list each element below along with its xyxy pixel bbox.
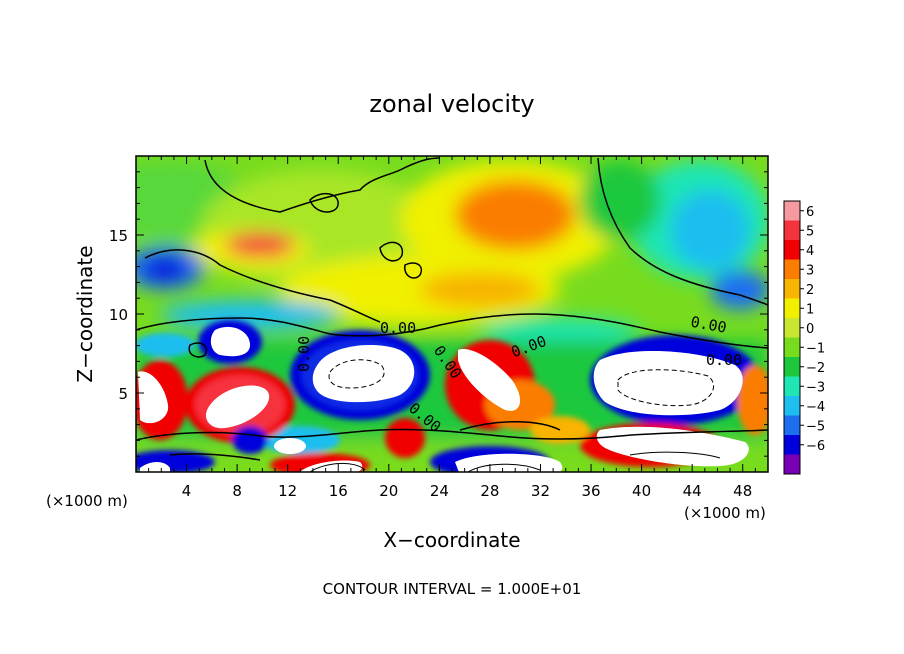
contour-label: 0.00 xyxy=(689,313,728,337)
y-tick-label: 15 xyxy=(109,227,128,245)
colorbar-tick-label: −6 xyxy=(806,439,825,454)
colorbar-swatch xyxy=(784,220,800,241)
x-tick-label: 8 xyxy=(232,482,242,500)
colorbar-swatch xyxy=(784,396,800,416)
colorbar-tick-label: 0 xyxy=(806,322,814,337)
chart-title: zonal velocity xyxy=(369,90,534,118)
y-axis: 5 10 15 xyxy=(109,171,768,457)
colorbar-swatch xyxy=(784,259,800,280)
colorbar-swatch xyxy=(784,298,800,319)
x-tick-label: 12 xyxy=(278,482,297,500)
x-tick-label: 44 xyxy=(683,482,702,500)
colorbar-tick-label: −4 xyxy=(806,400,825,415)
x-tick-label: 16 xyxy=(329,482,348,500)
plot-area: 0.00 0.00 0.00 0.00 0.00 0.00 0.00 xyxy=(136,156,768,472)
colorbar-swatch xyxy=(784,240,800,260)
positive-contours xyxy=(309,451,721,472)
x-axis: 4 8 12 16 20 24 28 32 36 40 44 48 xyxy=(148,156,756,500)
colorbar-tick-label: 2 xyxy=(806,283,814,298)
x-tick-label: 24 xyxy=(430,482,449,500)
contour-label: 0.00 xyxy=(380,319,416,337)
y-axis-label: Z−coordinate xyxy=(73,245,97,382)
colorbar-tick-label: −2 xyxy=(806,361,825,376)
x-tick-label: 28 xyxy=(480,482,499,500)
colorbar-swatch xyxy=(784,454,800,475)
colorbar-tick-label: 5 xyxy=(806,224,814,239)
contour-label: 0.00 xyxy=(706,351,742,369)
x-unit-left: (×1000 m) xyxy=(46,492,128,510)
contour-label: 0.00 xyxy=(295,336,313,372)
x-tick-label: 32 xyxy=(531,482,550,500)
colorbar-frame xyxy=(783,200,801,475)
colorbar-swatch xyxy=(784,415,800,436)
y-tick-label: 5 xyxy=(118,385,128,403)
negative-contours xyxy=(328,359,714,407)
x-unit-right: (×1000 m) xyxy=(684,504,766,522)
colorbar-tick-label: −3 xyxy=(806,380,825,395)
colorbar-swatch xyxy=(784,357,800,377)
x-tick-label: 36 xyxy=(581,482,600,500)
contour-interval-note: CONTOUR INTERVAL = 1.000E+01 xyxy=(323,580,582,598)
colorbar-tick-label: 4 xyxy=(806,244,814,259)
colorbar-swatch xyxy=(784,337,800,358)
x-axis-label: X−coordinate xyxy=(383,528,520,552)
x-tick-label: 4 xyxy=(182,482,192,500)
colorbar-swatch xyxy=(784,376,800,397)
colorbar: 6 5 4 3 2 1 0 −1 −2 −3 −4 −5 −6 xyxy=(783,200,825,475)
x-tick-label: 48 xyxy=(733,482,752,500)
colorbar-tick-label: −5 xyxy=(806,419,825,434)
colorbar-swatch xyxy=(784,279,800,299)
x-tick-label: 40 xyxy=(632,482,651,500)
x-tick-label: 20 xyxy=(379,482,398,500)
colorbar-tick-label: 6 xyxy=(806,205,814,220)
colorbar-tick-label: −1 xyxy=(806,341,825,356)
colorbar-swatch xyxy=(784,201,800,221)
colorbar-tick-label: 1 xyxy=(806,302,814,317)
colorbar-tick-label: 3 xyxy=(806,263,814,278)
zero-contours xyxy=(136,157,768,461)
colorbar-swatch xyxy=(784,435,800,455)
colorbar-swatch xyxy=(784,318,800,338)
y-tick-label: 10 xyxy=(109,306,128,324)
